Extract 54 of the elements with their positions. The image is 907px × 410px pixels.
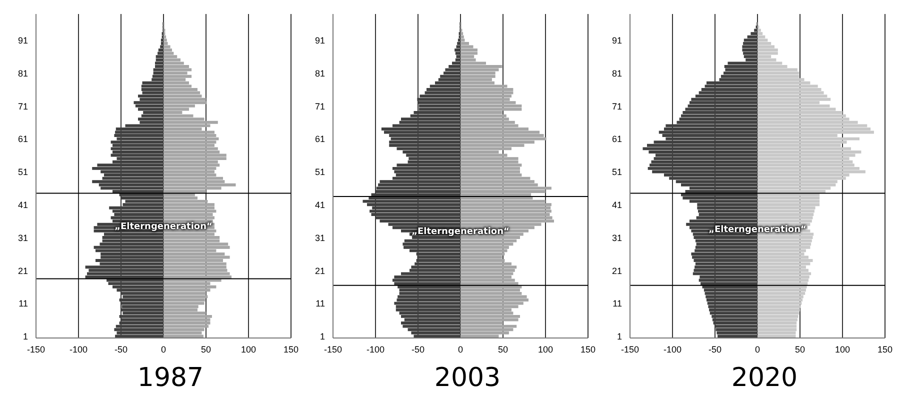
y-tick-label: 21 [18,266,28,276]
x-tick-label: -100 [69,344,88,354]
y-tick-label: 51 [314,167,325,178]
y-tick-label: 1 [320,332,325,342]
y-tick-label: 61 [314,134,325,144]
x-tick-label: 150 [877,344,893,354]
text: 2003 [433,362,502,395]
x-tick-label: 50 [498,344,508,354]
x-tick-label: -150 [324,344,342,354]
y-tick-label: 91 [314,36,325,46]
x-tick-label: 0 [458,344,464,354]
y-tick-label: 31 [314,232,325,243]
x-tick-label: 100 [240,344,256,354]
x-tick-label: -100 [366,344,385,354]
x-tick-label: -50 [708,344,722,354]
x-tick-label: 0 [754,344,760,354]
y-tick-label: 81 [612,68,622,78]
y-tick-label: 71 [18,101,28,112]
y-tick-label: 81 [18,68,28,78]
y-tick-label: 31 [18,232,28,243]
y-tick-label: 61 [18,134,28,144]
y-tick-label: 41 [18,200,28,210]
y-tick-label: 71 [314,101,325,112]
x-tick-label: -50 [114,344,128,354]
x-tick-label: 100 [834,344,850,354]
x-tick-label: 50 [200,344,212,354]
x-tick-label: 100 [538,344,554,354]
y-tick-label: 51 [18,167,28,178]
y-tick-label: 21 [612,266,622,276]
y-tick-label: 91 [18,36,28,46]
y-tick-label: 1 [22,332,28,342]
y-tick-label: 81 [314,68,325,78]
x-tick-label: -100 [663,344,682,354]
y-tick-label: 41 [612,200,622,210]
y-tick-label: 31 [612,232,622,243]
x-tick-label: -150 [620,344,640,354]
y-tick-label: 71 [612,101,622,112]
x-tick-label: 150 [283,344,299,354]
x-tick-label: -50 [411,344,425,354]
y-tick-label: 91 [612,36,622,46]
y-tick-label: 61 [612,134,622,144]
x-tick-label: 50 [794,344,806,354]
y-tick-label: 41 [314,200,325,210]
y-tick-label: 11 [316,298,325,309]
x-tick-label: -150 [26,344,46,354]
x-tick-label: 150 [580,344,596,354]
text: 2020 [730,362,799,395]
y-tick-label: 21 [314,266,325,276]
y-tick-label: 11 [612,298,622,309]
text: 1987 [136,362,205,395]
y-tick-label: 11 [18,298,28,309]
y-tick-label: 51 [612,167,622,178]
y-tick-label: 1 [616,332,622,342]
x-tick-label: 0 [160,344,166,354]
